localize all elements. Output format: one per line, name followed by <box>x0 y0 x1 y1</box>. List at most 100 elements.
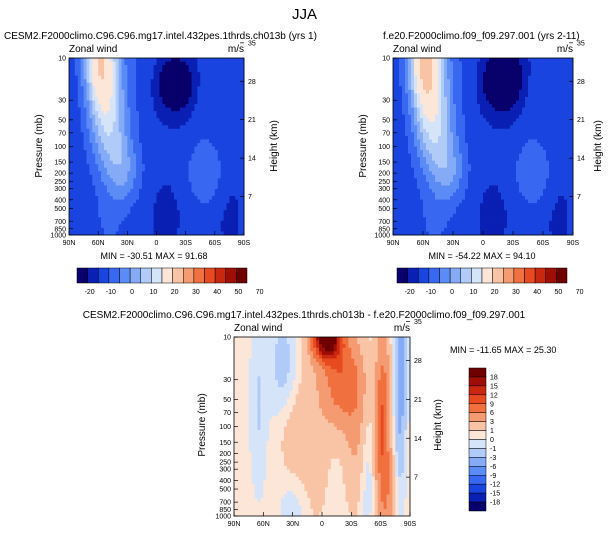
contour-cell <box>417 104 421 108</box>
contour-cell <box>504 65 508 70</box>
contour-cell <box>83 164 87 169</box>
contour-cell <box>150 61 154 66</box>
contour-cell <box>471 72 475 77</box>
contour-cell <box>534 68 538 73</box>
contour-cell <box>104 135 108 140</box>
contour-cell <box>121 227 125 232</box>
contour-cell <box>465 150 469 154</box>
contour-cell <box>176 167 181 172</box>
contour-cell <box>69 178 73 183</box>
contour-cell <box>426 111 430 116</box>
contour-cell <box>477 139 481 144</box>
contour-cell <box>74 61 79 66</box>
ylabel: Pressure (mb) <box>358 114 369 177</box>
contour-cell <box>171 132 175 137</box>
contour-cell <box>471 125 475 130</box>
colorbar-swatch <box>161 267 173 284</box>
contour-cell <box>147 185 152 190</box>
contour-cell <box>124 150 128 154</box>
contour-cell <box>171 160 175 165</box>
contour-cell <box>95 96 99 101</box>
contour-cell <box>226 72 230 77</box>
contour-cell <box>165 68 169 73</box>
contour-cell <box>121 164 125 169</box>
contour-cell <box>165 93 169 98</box>
contour-cell <box>156 185 160 190</box>
contour-cell <box>136 199 140 204</box>
contour-cell <box>80 224 84 229</box>
contour-cell <box>127 146 131 151</box>
contour-cell <box>211 199 216 204</box>
contour-cell <box>153 192 157 197</box>
contour-cell <box>567 128 571 133</box>
contour-cell <box>229 220 233 225</box>
contour-cell <box>531 139 535 144</box>
contour-cell <box>115 153 119 158</box>
contour-cell <box>459 86 463 91</box>
contour-cell <box>130 79 134 84</box>
contour-cell <box>115 121 119 126</box>
contour-cell <box>444 167 448 172</box>
contour-cell <box>124 132 128 137</box>
contour-cell <box>453 89 457 94</box>
contour-cell <box>525 164 529 169</box>
contour-cell <box>69 185 73 190</box>
contour-cell <box>211 142 216 147</box>
contour-cell <box>241 72 245 77</box>
contour-cell <box>477 58 481 62</box>
contour-cell <box>489 121 493 126</box>
contour-cell <box>447 86 451 91</box>
contour-cell <box>153 61 157 66</box>
contour-cell <box>136 93 140 98</box>
contour-cell <box>130 164 134 169</box>
contour-cell <box>486 75 490 80</box>
contour-cell <box>241 65 245 70</box>
contour-cell <box>462 132 466 137</box>
contour-cell <box>516 89 520 94</box>
contour-cell <box>435 135 439 140</box>
contour-cell <box>235 121 239 126</box>
contour-cell <box>69 220 73 225</box>
contour-cell <box>115 89 119 94</box>
contour-cell <box>519 68 523 73</box>
contour-cell <box>83 125 87 130</box>
contour-cell <box>141 58 146 62</box>
contour-cell <box>176 203 181 208</box>
contour-cell <box>426 167 430 172</box>
contour-cell <box>555 153 559 158</box>
contour-cell <box>194 174 198 179</box>
contour-cell <box>429 86 433 91</box>
contour-cell <box>483 111 487 116</box>
contour-cell <box>162 178 166 183</box>
contour-cell <box>156 114 160 119</box>
contour-cell <box>171 82 175 87</box>
contour-cell <box>194 139 198 144</box>
contour-cell <box>203 89 207 94</box>
contour-cell <box>69 231 73 236</box>
contour-cell <box>130 210 134 215</box>
contour-cell <box>144 93 149 98</box>
contour-cell <box>69 203 73 208</box>
contour-cell <box>203 104 207 108</box>
contour-cell <box>522 96 526 101</box>
contour-cell <box>156 86 160 91</box>
contour-cell <box>405 61 409 66</box>
contour-cell <box>144 79 149 84</box>
colorbar-label: 30 <box>192 289 200 296</box>
contour-cell <box>188 174 192 179</box>
contour-cell <box>435 65 439 70</box>
contour-cell <box>396 61 400 66</box>
contour-cell <box>414 65 418 70</box>
contour-cell <box>432 114 436 119</box>
contour-cell <box>86 82 90 87</box>
contour-cell <box>203 224 207 229</box>
contour-cell <box>516 157 520 162</box>
contour-cell <box>570 132 574 137</box>
contour-cell <box>396 86 400 91</box>
contour-cell <box>162 61 166 66</box>
contour-cell <box>98 217 102 222</box>
contour-cell <box>89 199 93 204</box>
contour-cell <box>176 150 181 154</box>
contour-cell <box>399 93 403 98</box>
contour-cell <box>438 114 442 119</box>
